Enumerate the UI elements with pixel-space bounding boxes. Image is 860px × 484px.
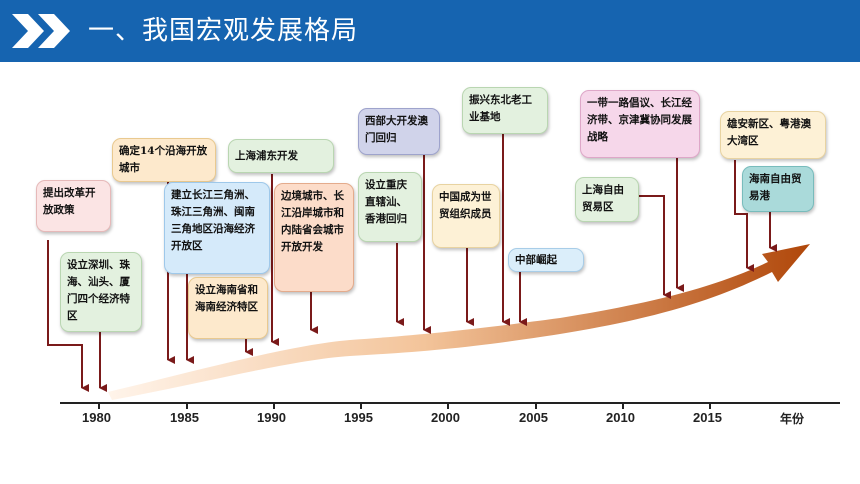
event-box-northeast: 振兴东北老工业基地 <box>462 87 548 134</box>
event-box-west: 西部大开发澳门回归 <box>358 108 440 155</box>
event-text-sez4: 设立深圳、珠海、汕头、厦门四个经济特区 <box>67 259 130 322</box>
axis-tick-marks <box>98 403 711 409</box>
event-box-pudong: 上海浦东开发 <box>228 139 334 173</box>
event-text-west: 西部大开发澳门回归 <box>365 115 428 144</box>
event-box-border: 边境城市、长江沿岸城市和内陆省会城市开放开发 <box>274 183 354 292</box>
event-box-chongqing: 设立重庆直辖汕、香港回归 <box>358 172 422 242</box>
event-box-xiongan: 雄安新区、粤港澳大湾区 <box>720 111 826 159</box>
event-box-sez4: 设立深圳、珠海、汕头、厦门四个经济特区 <box>60 252 142 332</box>
event-box-wto: 中国成为世贸组织成员 <box>432 184 500 248</box>
event-box-central: 中部崛起 <box>508 248 584 272</box>
event-text-shftz: 上海自由贸易区 <box>582 184 624 213</box>
event-text-wto: 中国成为世贸组织成员 <box>439 191 492 220</box>
axis-tick-1995: 1995 <box>344 410 373 425</box>
double-chevron-icon <box>12 14 70 48</box>
event-box-coastal14: 确定14个沿海开放城市 <box>112 138 216 182</box>
axis-tick-2000: 2000 <box>431 410 460 425</box>
event-box-shftz: 上海自由贸易区 <box>575 177 639 222</box>
event-text-border: 边境城市、长江沿岸城市和内陆省会城市开放开发 <box>281 190 344 253</box>
event-box-hainan: 设立海南省和海南经济特区 <box>188 277 268 339</box>
event-text-belt: 一带一路倡议、长江经济带、京津冀协同发展战略 <box>587 97 692 143</box>
axis-tick-2005: 2005 <box>519 410 548 425</box>
axis-tick-2010: 2010 <box>606 410 635 425</box>
growth-arrow <box>108 244 810 400</box>
event-text-coastal14: 确定14个沿海开放城市 <box>119 145 208 174</box>
axis-tick-1980: 1980 <box>82 410 111 425</box>
header-bar: 一、我国宏观发展格局 <box>0 0 860 62</box>
connector-shftz <box>635 195 671 299</box>
event-text-northeast: 振兴东北老工业基地 <box>469 94 532 123</box>
event-box-deltas: 建立长江三角洲、珠江三角洲、闽南三角地区沿海经济开放区 <box>164 182 270 274</box>
axis-unit-label: 年份 <box>780 412 805 426</box>
event-text-reform: 提出改革开放政策 <box>43 187 96 216</box>
event-text-hainan: 设立海南省和海南经济特区 <box>195 284 258 313</box>
axis-tick-2015: 2015 <box>693 410 722 425</box>
event-text-central: 中部崛起 <box>515 254 557 266</box>
connector-xiongan <box>734 160 754 272</box>
event-box-hnftz: 海南自由贸易港 <box>742 166 814 212</box>
event-text-deltas: 建立长江三角洲、珠江三角洲、闽南三角地区沿海经济开放区 <box>171 189 255 252</box>
event-text-pudong: 上海浦东开发 <box>235 150 298 162</box>
event-box-reform: 提出改革开放政策 <box>36 180 111 232</box>
event-text-xiongan: 雄安新区、粤港澳大湾区 <box>727 118 811 147</box>
event-connectors <box>47 133 777 392</box>
event-text-chongqing: 设立重庆直辖汕、香港回归 <box>365 179 407 225</box>
event-box-belt: 一带一路倡议、长江经济带、京津冀协同发展战略 <box>580 90 700 158</box>
axis-tick-1990: 1990 <box>257 410 286 425</box>
connector-reform <box>47 240 89 392</box>
event-text-hnftz: 海南自由贸易港 <box>749 173 802 202</box>
page-title: 一、我国宏观发展格局 <box>88 16 359 46</box>
axis-tick-1985: 1985 <box>170 410 199 425</box>
